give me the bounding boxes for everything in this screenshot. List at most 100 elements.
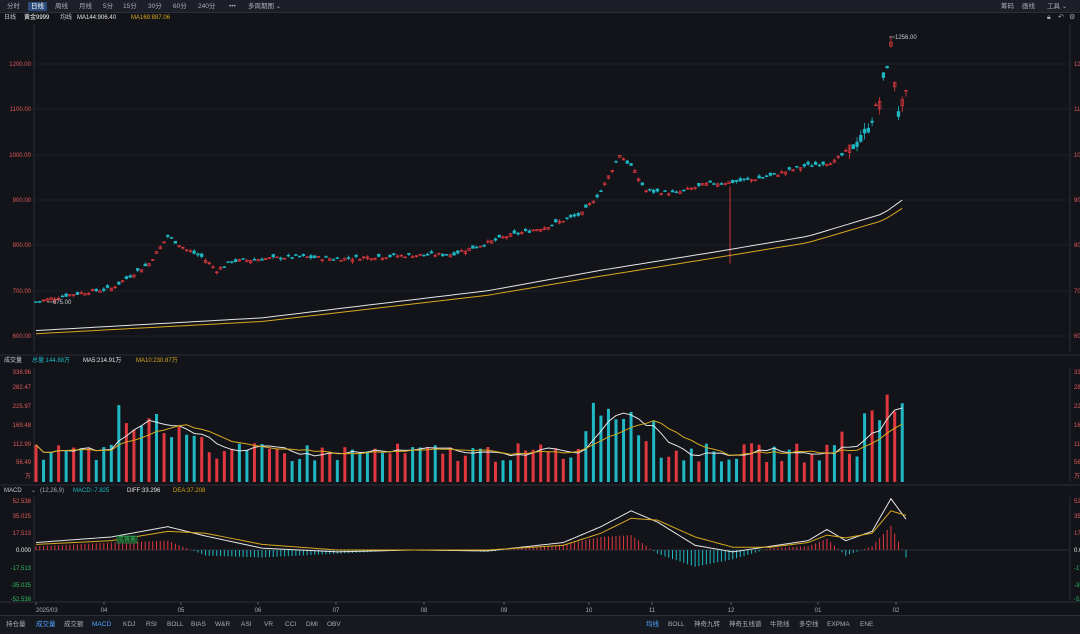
candle-body bbox=[655, 188, 660, 192]
candle-body bbox=[674, 191, 678, 194]
volume-bar bbox=[207, 452, 211, 482]
candle-body bbox=[459, 250, 464, 252]
volume-bar bbox=[305, 445, 309, 482]
volume-bar bbox=[561, 458, 565, 482]
candle-body bbox=[678, 191, 682, 194]
period-tab-2[interactable]: 周线 bbox=[55, 3, 68, 10]
volume-info-bar: 成交量 总量:144.88万 MA5:214.91万 MA10:230.87万 bbox=[0, 356, 400, 366]
overlay-tab-1[interactable]: BOLL bbox=[668, 621, 685, 628]
toolbar-right-item-2[interactable]: 工具 ⌄ bbox=[1047, 3, 1068, 10]
indicator-tab-13[interactable]: OBV bbox=[327, 621, 341, 628]
x-axis-label: 08 bbox=[421, 608, 428, 614]
candle-body bbox=[689, 187, 693, 190]
candle-body bbox=[403, 256, 407, 259]
volume-bar bbox=[365, 451, 369, 482]
period-tab-0[interactable]: 分时 bbox=[7, 3, 20, 10]
x-axis-label: 10 bbox=[586, 608, 593, 614]
overlay-tab-2[interactable]: 神奇九转 bbox=[694, 621, 720, 628]
candle-body bbox=[501, 236, 505, 239]
volume-ma10: MA10:230.87万 bbox=[136, 358, 178, 364]
indicator-tab-10[interactable]: VR bbox=[264, 621, 274, 628]
volume-bar bbox=[132, 429, 136, 482]
toolbar-right-item-0[interactable]: 筹码 bbox=[1001, 3, 1014, 10]
price-tick-label: 600.00 bbox=[13, 334, 32, 340]
candle-body bbox=[34, 301, 38, 303]
volume-bar bbox=[192, 435, 196, 482]
candle-body bbox=[640, 182, 645, 186]
overlay-tab-3[interactable]: 神奇五线谱 bbox=[729, 621, 762, 628]
indicator-tab-2[interactable]: 成交额 bbox=[64, 621, 84, 628]
indicator-tab-0[interactable]: 持仓量 bbox=[6, 621, 26, 628]
volume-bar bbox=[411, 447, 415, 482]
period-tab-3[interactable]: 月线 bbox=[79, 3, 92, 10]
candle-body bbox=[866, 127, 870, 133]
indicator-tab-7[interactable]: BIAS bbox=[191, 621, 206, 628]
toolbar-right-item-1[interactable]: 画线 bbox=[1022, 3, 1035, 10]
candle-body bbox=[448, 254, 452, 258]
candle-body bbox=[813, 161, 818, 165]
period-tab-8[interactable]: 240分 bbox=[198, 3, 216, 10]
candle-body bbox=[523, 228, 528, 231]
volume-bar bbox=[622, 418, 626, 482]
period-tab-1[interactable]: 日线 bbox=[28, 2, 47, 11]
settings-icon[interactable]: ⚙ bbox=[1069, 14, 1076, 21]
overlay-tab-0[interactable]: 均线 bbox=[646, 621, 659, 628]
indicator-tab-9[interactable]: ASI bbox=[241, 621, 252, 628]
period-tab-6[interactable]: 30分 bbox=[148, 3, 162, 10]
candle-body bbox=[60, 295, 65, 298]
candle-body bbox=[64, 293, 68, 297]
overlay-tab-4[interactable]: 牛熊线 bbox=[770, 621, 790, 628]
overlay-tab-7[interactable]: ENE bbox=[860, 621, 874, 628]
candle-body bbox=[90, 289, 95, 291]
volume-tick-label-right: 33 bbox=[1074, 370, 1080, 376]
candle-body bbox=[497, 234, 501, 238]
candle-body bbox=[550, 224, 554, 227]
volume-bar bbox=[117, 405, 121, 482]
volume-bar bbox=[689, 448, 693, 482]
overlay-tab-5[interactable]: 多空线 bbox=[799, 621, 819, 628]
period-tab-5[interactable]: 15分 bbox=[123, 3, 137, 10]
candle-body bbox=[670, 190, 675, 193]
period-tab-7[interactable]: 60分 bbox=[173, 3, 187, 10]
volume-bar bbox=[546, 451, 550, 482]
volume-bar bbox=[848, 453, 852, 482]
lock-icon[interactable]: 🔒︎ bbox=[1047, 14, 1051, 21]
overlay-tab-6[interactable]: EXPMA bbox=[827, 621, 850, 628]
period-tab-4[interactable]: 5分 bbox=[103, 3, 114, 10]
volume-bar bbox=[667, 456, 671, 482]
volume-bar bbox=[57, 445, 61, 482]
candle-body bbox=[45, 298, 49, 302]
period-toolbar: 分时 日线 周线 月线 5分 15分 30分 60分 240分 ••• 多周期图 ⌄ 筹码 画线 工具 ⌄ bbox=[0, 0, 1080, 13]
volume-bar bbox=[810, 454, 814, 482]
indicator-tab-6[interactable]: BOLL bbox=[167, 621, 184, 628]
price-tick-label-right: 70 bbox=[1074, 289, 1080, 295]
volume-bar bbox=[396, 443, 400, 482]
candle-body bbox=[309, 255, 313, 259]
undo-icon[interactable]: ↶ bbox=[1058, 14, 1064, 21]
volume-bar bbox=[591, 402, 595, 482]
volume-bar bbox=[539, 444, 543, 482]
indicator-tab-11[interactable]: CCI bbox=[285, 621, 297, 628]
macd-chevron-icon[interactable]: ⌄ bbox=[31, 488, 37, 494]
indicator-tab-5[interactable]: RSI bbox=[146, 621, 157, 628]
volume-bar bbox=[313, 460, 317, 482]
candle-body bbox=[275, 256, 279, 259]
candle-body bbox=[802, 164, 806, 167]
candle-body bbox=[380, 257, 385, 261]
indicator-tab-1[interactable]: 成交量 bbox=[36, 621, 56, 628]
macd-tick-label: -35.025 bbox=[11, 583, 32, 589]
indicator-tab-12[interactable]: DMI bbox=[306, 621, 318, 628]
volume-tick-label: 169.48 bbox=[13, 423, 32, 429]
macd-title[interactable]: MACD bbox=[4, 488, 22, 494]
volume-bar bbox=[245, 449, 249, 482]
candle-body bbox=[486, 240, 490, 243]
candle-body bbox=[207, 262, 211, 265]
candle-body bbox=[377, 253, 381, 257]
multi-period-dropdown[interactable]: 多周期图 ⌄ bbox=[248, 3, 282, 10]
indicator-tab-8[interactable]: W&R bbox=[215, 621, 231, 628]
indicator-tab-3[interactable]: MACD bbox=[92, 621, 112, 628]
x-axis-label: 2025/03 bbox=[36, 608, 58, 614]
indicator-tab-4[interactable]: KDJ bbox=[123, 621, 136, 628]
more-periods-button[interactable]: ••• bbox=[229, 3, 236, 10]
